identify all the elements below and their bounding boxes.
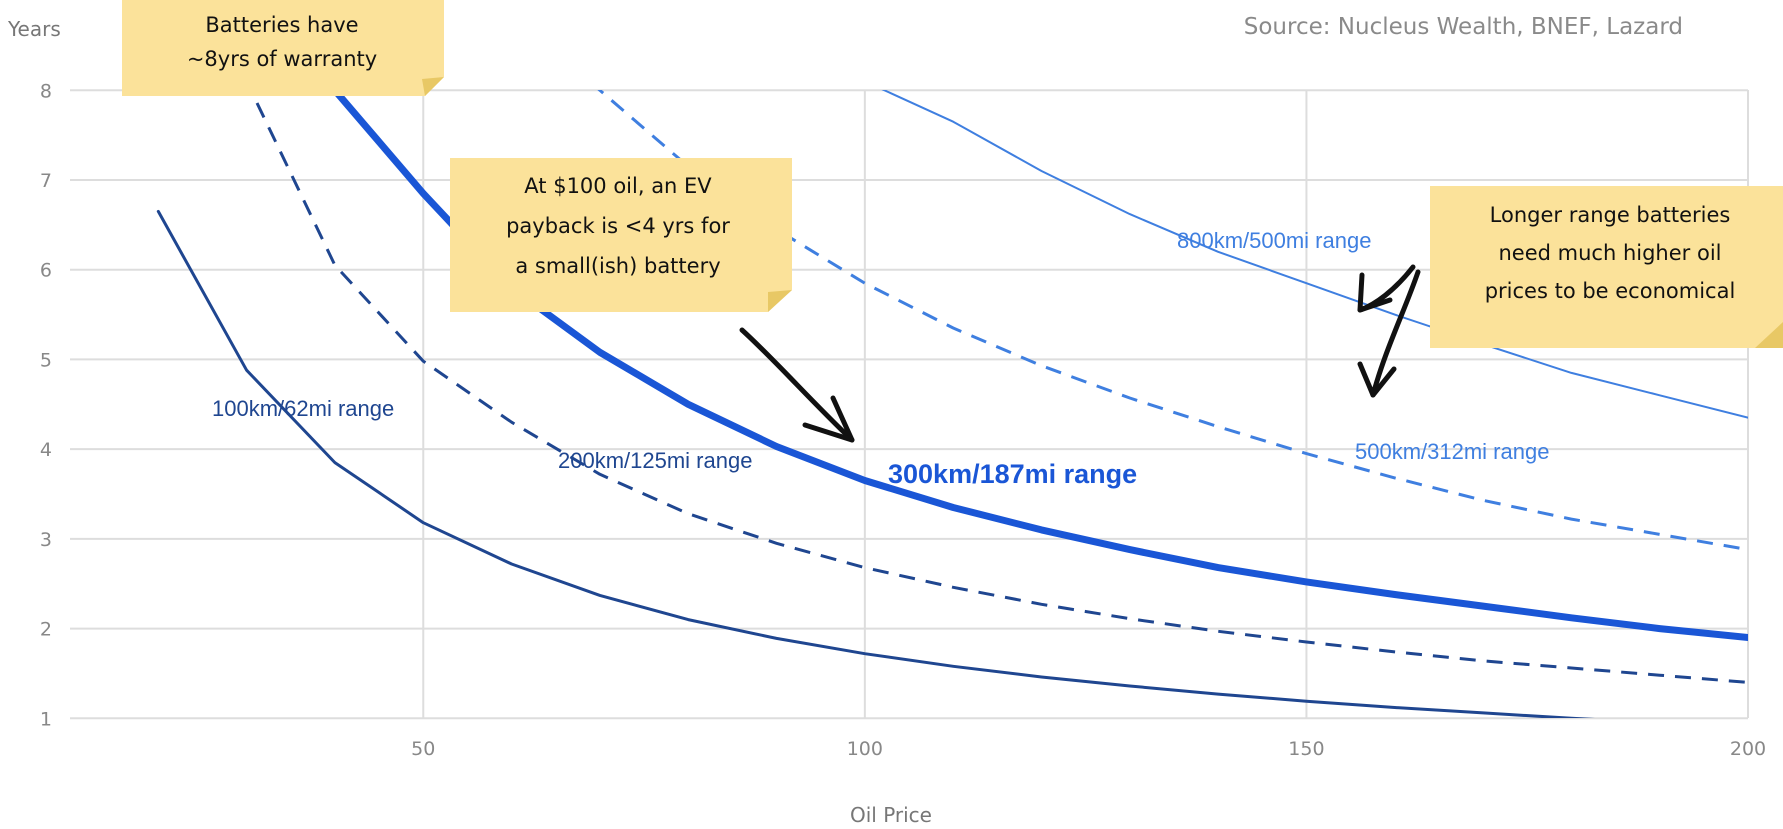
y-tick-label: 6 xyxy=(40,260,52,282)
y-tick-label: 5 xyxy=(40,349,52,371)
arrows-to-long-range xyxy=(1357,264,1421,398)
series-line-2 xyxy=(331,90,1748,641)
x-tick-label: 50 xyxy=(411,738,435,760)
series-line-1 xyxy=(249,90,1748,684)
y-axis-title: Years xyxy=(7,17,61,41)
y-tick-label: 4 xyxy=(40,439,52,461)
arrow-to-300km xyxy=(739,327,855,443)
x-tick-label: 200 xyxy=(1730,738,1766,760)
series-label-100km: 100km/62mi range xyxy=(212,396,394,421)
y-tick-label: 2 xyxy=(40,619,52,641)
note-oil-100-line-1: At $100 oil, an EV xyxy=(524,174,712,198)
x-axis-title: Oil Price xyxy=(850,803,932,827)
series-line-0 xyxy=(156,209,1595,718)
note-warranty: Batteries have ~8yrs of warranty xyxy=(122,0,444,96)
note-oil-100-line-3: a small(ish) battery xyxy=(515,254,720,278)
grid-layer: 1 2 3 4 5 6 7 8 50 100 150 200 xyxy=(40,80,1766,760)
note-oil-100-line-2: payback is <4 yrs for xyxy=(506,214,730,238)
x-tick-label: 150 xyxy=(1288,738,1324,760)
series-label-200km: 200km/125mi range xyxy=(558,448,752,473)
y-tick-label: 7 xyxy=(40,170,52,192)
series-line-4 xyxy=(881,90,1748,419)
note-warranty-line-1: Batteries have xyxy=(205,13,358,37)
y-tick-label: 8 xyxy=(40,80,52,102)
y-tick-label: 3 xyxy=(40,529,52,551)
series-label-300km: 300km/187mi range xyxy=(888,459,1137,489)
x-tick-label: 100 xyxy=(847,738,883,760)
note-warranty-line-2: ~8yrs of warranty xyxy=(187,47,377,71)
series-label-500km: 500km/312mi range xyxy=(1355,439,1549,464)
series-layer xyxy=(156,90,1748,718)
y-tick-label: 1 xyxy=(40,708,52,730)
note-long-range: Longer range batteries need much higher … xyxy=(1430,186,1783,348)
note-long-range-line-1: Longer range batteries xyxy=(1490,203,1731,227)
note-long-range-line-2: need much higher oil xyxy=(1499,241,1722,265)
series-label-800km: 800km/500mi range xyxy=(1177,228,1371,253)
note-oil-100: At $100 oil, an EV payback is <4 yrs for… xyxy=(450,158,792,312)
source-note: Source: Nucleus Wealth, BNEF, Lazard xyxy=(1244,14,1683,40)
note-long-range-line-3: prices to be economical xyxy=(1485,279,1736,303)
